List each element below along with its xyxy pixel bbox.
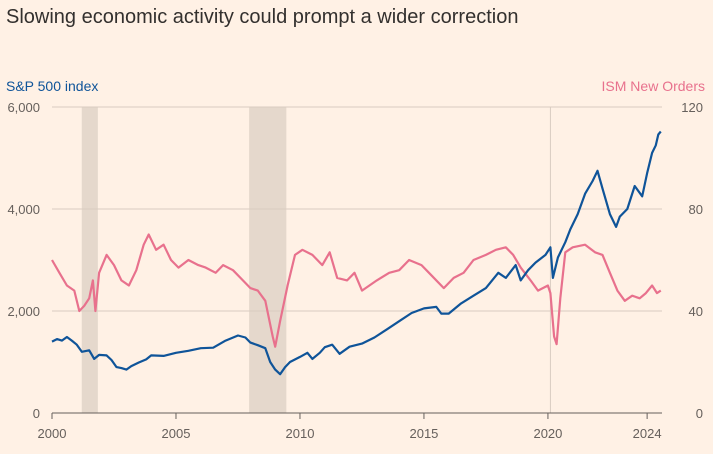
x-tick-label-3: 2015 (409, 426, 438, 441)
sp500-line (51, 130, 662, 376)
right-axis-label: ISM New Orders (602, 78, 705, 94)
x-tick-label-1: 2005 (162, 426, 191, 441)
x-tick-label-5: 2024 (633, 426, 662, 441)
chart-title: Slowing economic activity could prompt a… (6, 6, 519, 28)
left-tick-label-3: 6,000 (7, 100, 40, 115)
right-tick-label-2: 80 (689, 202, 703, 217)
recession-bands (81, 107, 287, 413)
right-tick-label-0: 0 (696, 406, 703, 421)
left-tick-label-1: 2,000 (7, 304, 40, 319)
left-axis-label: S&P 500 index (6, 78, 98, 94)
recession-band-1 (249, 107, 287, 413)
x-axis-ticks: 2000 2005 2010 2015 2020 2024 (38, 413, 662, 441)
left-tick-label-0: 0 (33, 406, 40, 421)
x-tick-label-0: 2000 (38, 426, 67, 441)
ism-new-orders-line (51, 233, 662, 348)
right-axis-ticks: 0 40 80 120 (681, 100, 703, 421)
x-tick-label-2: 2010 (286, 426, 315, 441)
right-tick-label-3: 120 (681, 100, 703, 115)
left-tick-label-2: 4,000 (7, 202, 40, 217)
recession-band-0 (81, 107, 98, 413)
right-tick-label-1: 40 (689, 304, 703, 319)
x-tick-label-4: 2020 (533, 426, 562, 441)
left-axis-ticks: 0 2,000 4,000 6,000 (7, 100, 40, 421)
series-lines (51, 130, 662, 376)
